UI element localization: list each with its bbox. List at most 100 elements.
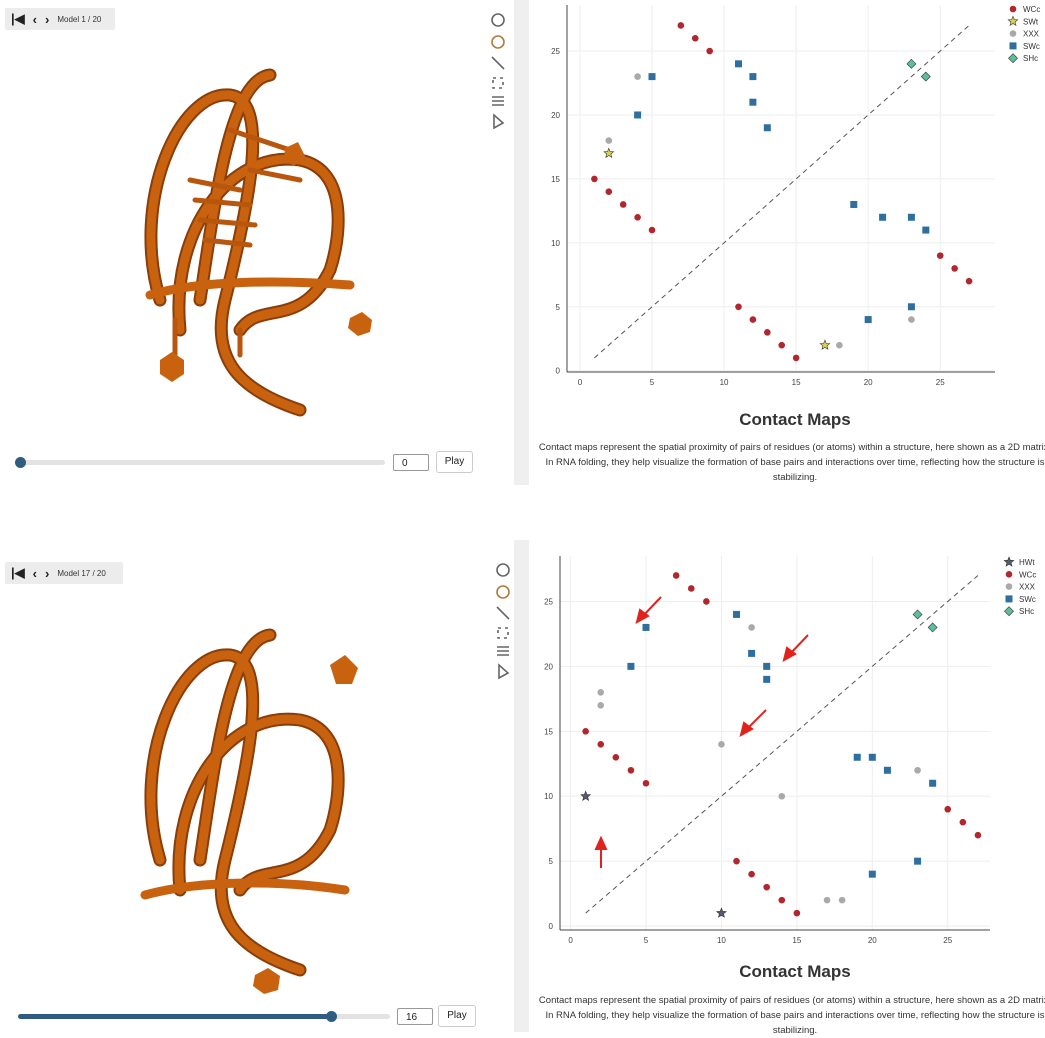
legend-marker	[1009, 54, 1018, 63]
data-point	[581, 791, 591, 800]
data-point	[597, 702, 604, 709]
data-point	[778, 342, 785, 349]
y-tick-label: 10	[544, 792, 553, 801]
y-tick-label: 15	[544, 727, 553, 736]
y-tick-label: 25	[544, 597, 553, 606]
data-point	[735, 303, 742, 310]
x-tick-label: 20	[868, 936, 877, 945]
y-tick-label: 5	[556, 303, 561, 312]
data-point	[763, 884, 770, 891]
data-point	[605, 188, 612, 195]
data-point	[613, 754, 620, 761]
graphics: 0 5 10 15 20 25 0 5 10 15 20 25 WCc SWt XXX SWc SHc 0 5 10 1…	[0, 0, 1045, 1032]
data-point	[836, 342, 843, 349]
data-point	[649, 227, 656, 234]
data-point	[620, 201, 627, 208]
legend-label: SWt	[1023, 17, 1039, 26]
viewer-tools[interactable]	[492, 14, 509, 678]
data-point	[597, 741, 604, 748]
data-point	[960, 819, 967, 826]
data-point	[865, 316, 872, 323]
data-point	[794, 910, 801, 917]
y-tick-label: 0	[549, 922, 554, 931]
data-point	[944, 806, 951, 813]
data-point	[749, 99, 756, 106]
data-point	[908, 214, 915, 221]
data-point	[763, 663, 770, 670]
data-point	[824, 897, 831, 904]
data-point	[778, 897, 785, 904]
y-tick-label: 0	[556, 367, 561, 376]
data-point	[597, 689, 604, 696]
legend-label: SHc	[1019, 607, 1034, 616]
data-point	[748, 624, 755, 631]
rna-model	[145, 75, 372, 994]
legend-marker	[1005, 607, 1014, 616]
data-point	[850, 201, 857, 208]
data-point	[951, 265, 958, 272]
legend-marker	[1006, 595, 1013, 602]
data-point	[908, 316, 915, 323]
legend-marker	[1008, 16, 1018, 25]
data-point	[966, 278, 973, 285]
data-point	[921, 72, 930, 81]
data-point	[627, 663, 634, 670]
legend-label: HWt	[1019, 558, 1035, 567]
data-point	[922, 227, 929, 234]
x-tick-label: 5	[644, 936, 649, 945]
data-point	[703, 598, 710, 605]
legend-label: XXX	[1023, 30, 1040, 39]
legend-marker	[1006, 583, 1013, 590]
data-point	[763, 676, 770, 683]
data-point	[750, 316, 757, 323]
data-point	[634, 111, 641, 118]
data-point	[649, 73, 656, 80]
data-point	[884, 767, 891, 774]
legend-marker	[1010, 42, 1017, 49]
legend-marker	[1004, 557, 1014, 566]
legend-label: XXX	[1019, 583, 1036, 592]
data-point	[643, 624, 650, 631]
data-point	[914, 858, 921, 865]
data-point	[634, 214, 641, 221]
data-point	[764, 329, 771, 336]
data-point	[628, 767, 635, 774]
x-tick-label: 0	[568, 936, 573, 945]
data-point	[733, 611, 740, 618]
data-point	[718, 741, 725, 748]
legend-marker	[1010, 30, 1017, 37]
y-tick-label: 20	[551, 111, 560, 120]
legend-label: WCc	[1019, 570, 1036, 579]
y-tick-label: 10	[551, 239, 560, 248]
data-point	[975, 832, 982, 839]
x-tick-label: 15	[792, 378, 801, 387]
data-point	[869, 871, 876, 878]
x-tick-label: 10	[717, 936, 726, 945]
legend-label: SWc	[1023, 42, 1040, 51]
y-tick-label: 15	[551, 175, 560, 184]
data-point	[604, 148, 614, 157]
data-point	[591, 176, 598, 183]
data-point	[937, 252, 944, 259]
data-point	[692, 35, 699, 42]
data-point	[913, 610, 922, 619]
data-point	[820, 340, 830, 349]
legend-label: WCc	[1023, 5, 1040, 14]
data-point	[914, 767, 921, 774]
x-tick-label: 0	[578, 378, 583, 387]
data-point	[673, 572, 680, 579]
data-point	[764, 124, 771, 131]
data-point	[869, 754, 876, 761]
data-point	[928, 623, 937, 632]
annotation-arrows	[596, 597, 808, 868]
data-point	[748, 650, 755, 657]
x-tick-label: 5	[650, 378, 655, 387]
x-tick-label: 25	[943, 936, 952, 945]
x-tick-label: 25	[936, 378, 945, 387]
x-tick-label: 15	[792, 936, 801, 945]
data-point	[733, 858, 740, 865]
data-point	[634, 73, 641, 80]
data-point	[688, 585, 695, 592]
legend-marker	[1010, 6, 1017, 13]
x-tick-label: 10	[720, 378, 729, 387]
